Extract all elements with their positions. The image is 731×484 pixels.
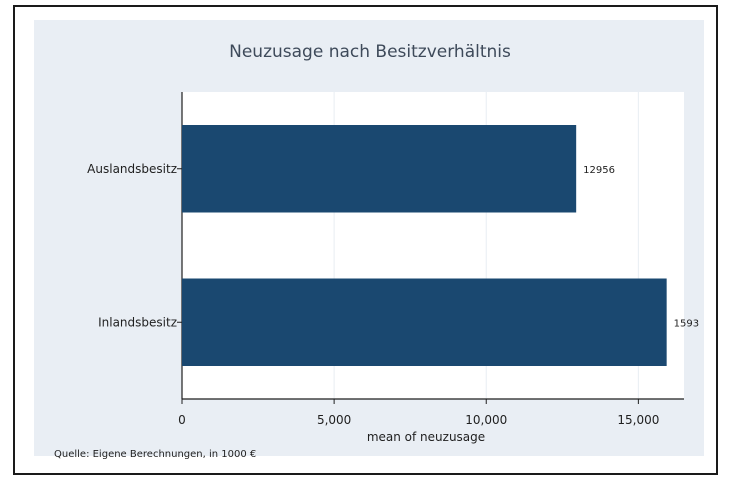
x-tick-label: 15,000: [617, 413, 659, 427]
x-tick-label: 5,000: [317, 413, 351, 427]
x-tick-label: 10,000: [465, 413, 507, 427]
bar-value-label: 12956: [583, 165, 615, 176]
bar: [182, 125, 577, 213]
chart-title: Neuzusage nach Besitzverhältnis: [229, 42, 511, 62]
category-label: Auslandsbesitz: [87, 162, 177, 176]
source-note: Quelle: Eigene Berechnungen, in 1000 €: [54, 449, 256, 460]
category-label: Inlandsbesitz: [98, 315, 177, 329]
bars: [182, 125, 667, 366]
bar: [182, 278, 667, 366]
x-tick-label: 0: [178, 413, 186, 427]
x-axis-title: mean of neuzusage: [367, 430, 485, 444]
bar-value-label: 1593: [674, 318, 699, 329]
labels: 0 5,000 10,000 15,000 Auslandsbesitz 12956 Inl…: [87, 162, 699, 427]
